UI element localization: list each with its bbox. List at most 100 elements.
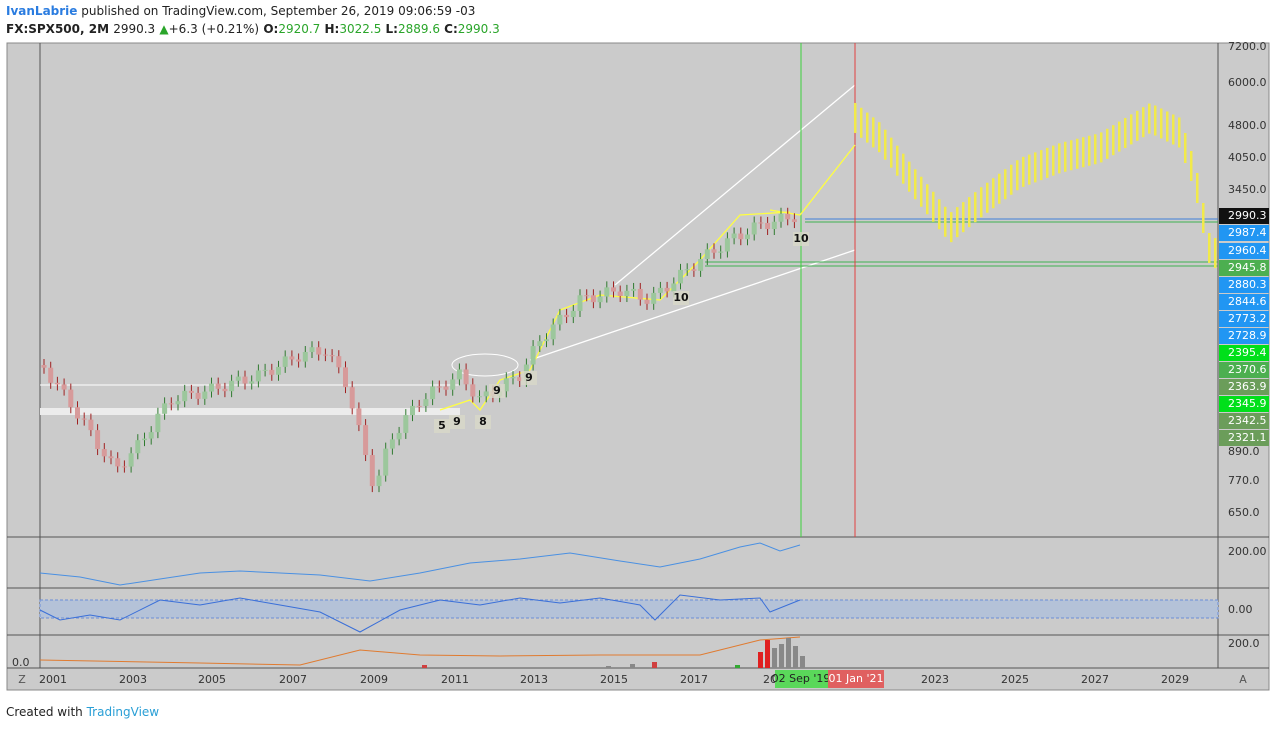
body (356, 408, 362, 426)
price-label: 7200.0 (1228, 40, 1267, 53)
proj-bar (1184, 133, 1187, 163)
price-label: 2363.9 (1228, 380, 1267, 393)
proj-bar (884, 129, 887, 160)
body (550, 324, 556, 340)
hist-bar (606, 666, 611, 668)
body (162, 403, 168, 414)
body (778, 213, 784, 222)
proj-bar (926, 184, 929, 215)
button[interactable]: Z (18, 673, 26, 686)
count-bg (673, 291, 689, 305)
hist-bar (652, 662, 657, 668)
body (349, 387, 355, 409)
proj-bar (980, 187, 983, 218)
author[interactable]: IvanLabrie (6, 4, 78, 18)
price-label: 4800.0 (1228, 119, 1267, 132)
price-label: 2990.3 (1228, 209, 1267, 222)
proj-bar (1196, 173, 1199, 203)
body (470, 384, 476, 397)
body (503, 378, 509, 392)
time-label: 2005 (198, 673, 226, 686)
publish-line: IvanLabrie published on TradingView.com,… (6, 4, 475, 18)
body (456, 369, 462, 380)
body (296, 359, 302, 362)
body (75, 407, 80, 419)
body (416, 405, 422, 407)
price-label: 2370.6 (1228, 363, 1267, 376)
date-label: 02 Sep '19 (772, 672, 831, 685)
proj-bar (1178, 117, 1181, 148)
hist-bar (735, 665, 740, 668)
price-label: 2342.5 (1228, 414, 1267, 427)
footer-brand[interactable]: TradingView (86, 705, 160, 719)
count-label: 10 (793, 232, 809, 245)
proj-bar (992, 178, 995, 209)
body (530, 346, 536, 365)
price-label: 6000.0 (1228, 76, 1267, 89)
proj-bar (890, 137, 893, 168)
time-label: 2001 (39, 673, 67, 686)
footer-prefix: Created with (6, 705, 83, 719)
price-label: 2728.9 (1228, 329, 1267, 342)
body (711, 249, 717, 253)
price-label: 890.0 (1228, 445, 1260, 458)
proj-bar (1064, 141, 1067, 172)
hist-bar (793, 646, 798, 668)
body (450, 379, 456, 390)
body (758, 222, 764, 224)
body (276, 366, 281, 375)
price-label: 4050.0 (1228, 151, 1267, 164)
price-badge (1219, 413, 1269, 429)
body (678, 269, 683, 284)
price-badge (1219, 294, 1269, 310)
hist-bar (422, 665, 427, 668)
h-label: H: (324, 22, 340, 36)
support-band (40, 408, 460, 415)
body (590, 295, 596, 303)
body (188, 390, 194, 393)
body (691, 269, 697, 271)
price-label: 2345.9 (1228, 397, 1267, 410)
body (229, 380, 235, 392)
body (604, 287, 610, 297)
body (745, 234, 750, 240)
body (517, 377, 523, 381)
body (168, 403, 174, 405)
proj-bar (1070, 140, 1073, 171)
body (443, 386, 449, 390)
price-badge (1219, 345, 1269, 361)
proj-bar (1202, 203, 1205, 233)
proj-bar (1082, 137, 1085, 168)
proj-bar (1160, 108, 1163, 139)
proj-bar (1130, 114, 1133, 145)
projection (854, 103, 1217, 268)
body (597, 296, 603, 303)
time-label: 2029 (1161, 673, 1189, 686)
proj-bar (1034, 152, 1037, 183)
body (363, 425, 369, 456)
body (577, 295, 583, 311)
body (684, 269, 690, 271)
hist-bar (765, 640, 770, 668)
body (738, 233, 744, 240)
body (195, 392, 201, 399)
histogram (422, 638, 805, 668)
count-label: 5 (438, 419, 446, 432)
l-label: L: (385, 22, 398, 36)
body (262, 369, 268, 371)
proj-bar (1088, 135, 1091, 166)
body (255, 370, 261, 382)
o-label: O: (263, 22, 279, 36)
count-bg (793, 232, 809, 246)
trend-arrow (614, 84, 856, 286)
body (249, 381, 255, 384)
proj-bar (1016, 160, 1019, 191)
button[interactable]: A (1239, 673, 1247, 686)
open: 2920.7 (278, 22, 321, 36)
proj-bar (1148, 103, 1151, 134)
hist-bar (758, 652, 763, 668)
time-label: 20 (763, 673, 777, 686)
body (343, 367, 348, 388)
proj-bar (902, 153, 905, 184)
arrow: ▲ (159, 22, 169, 36)
